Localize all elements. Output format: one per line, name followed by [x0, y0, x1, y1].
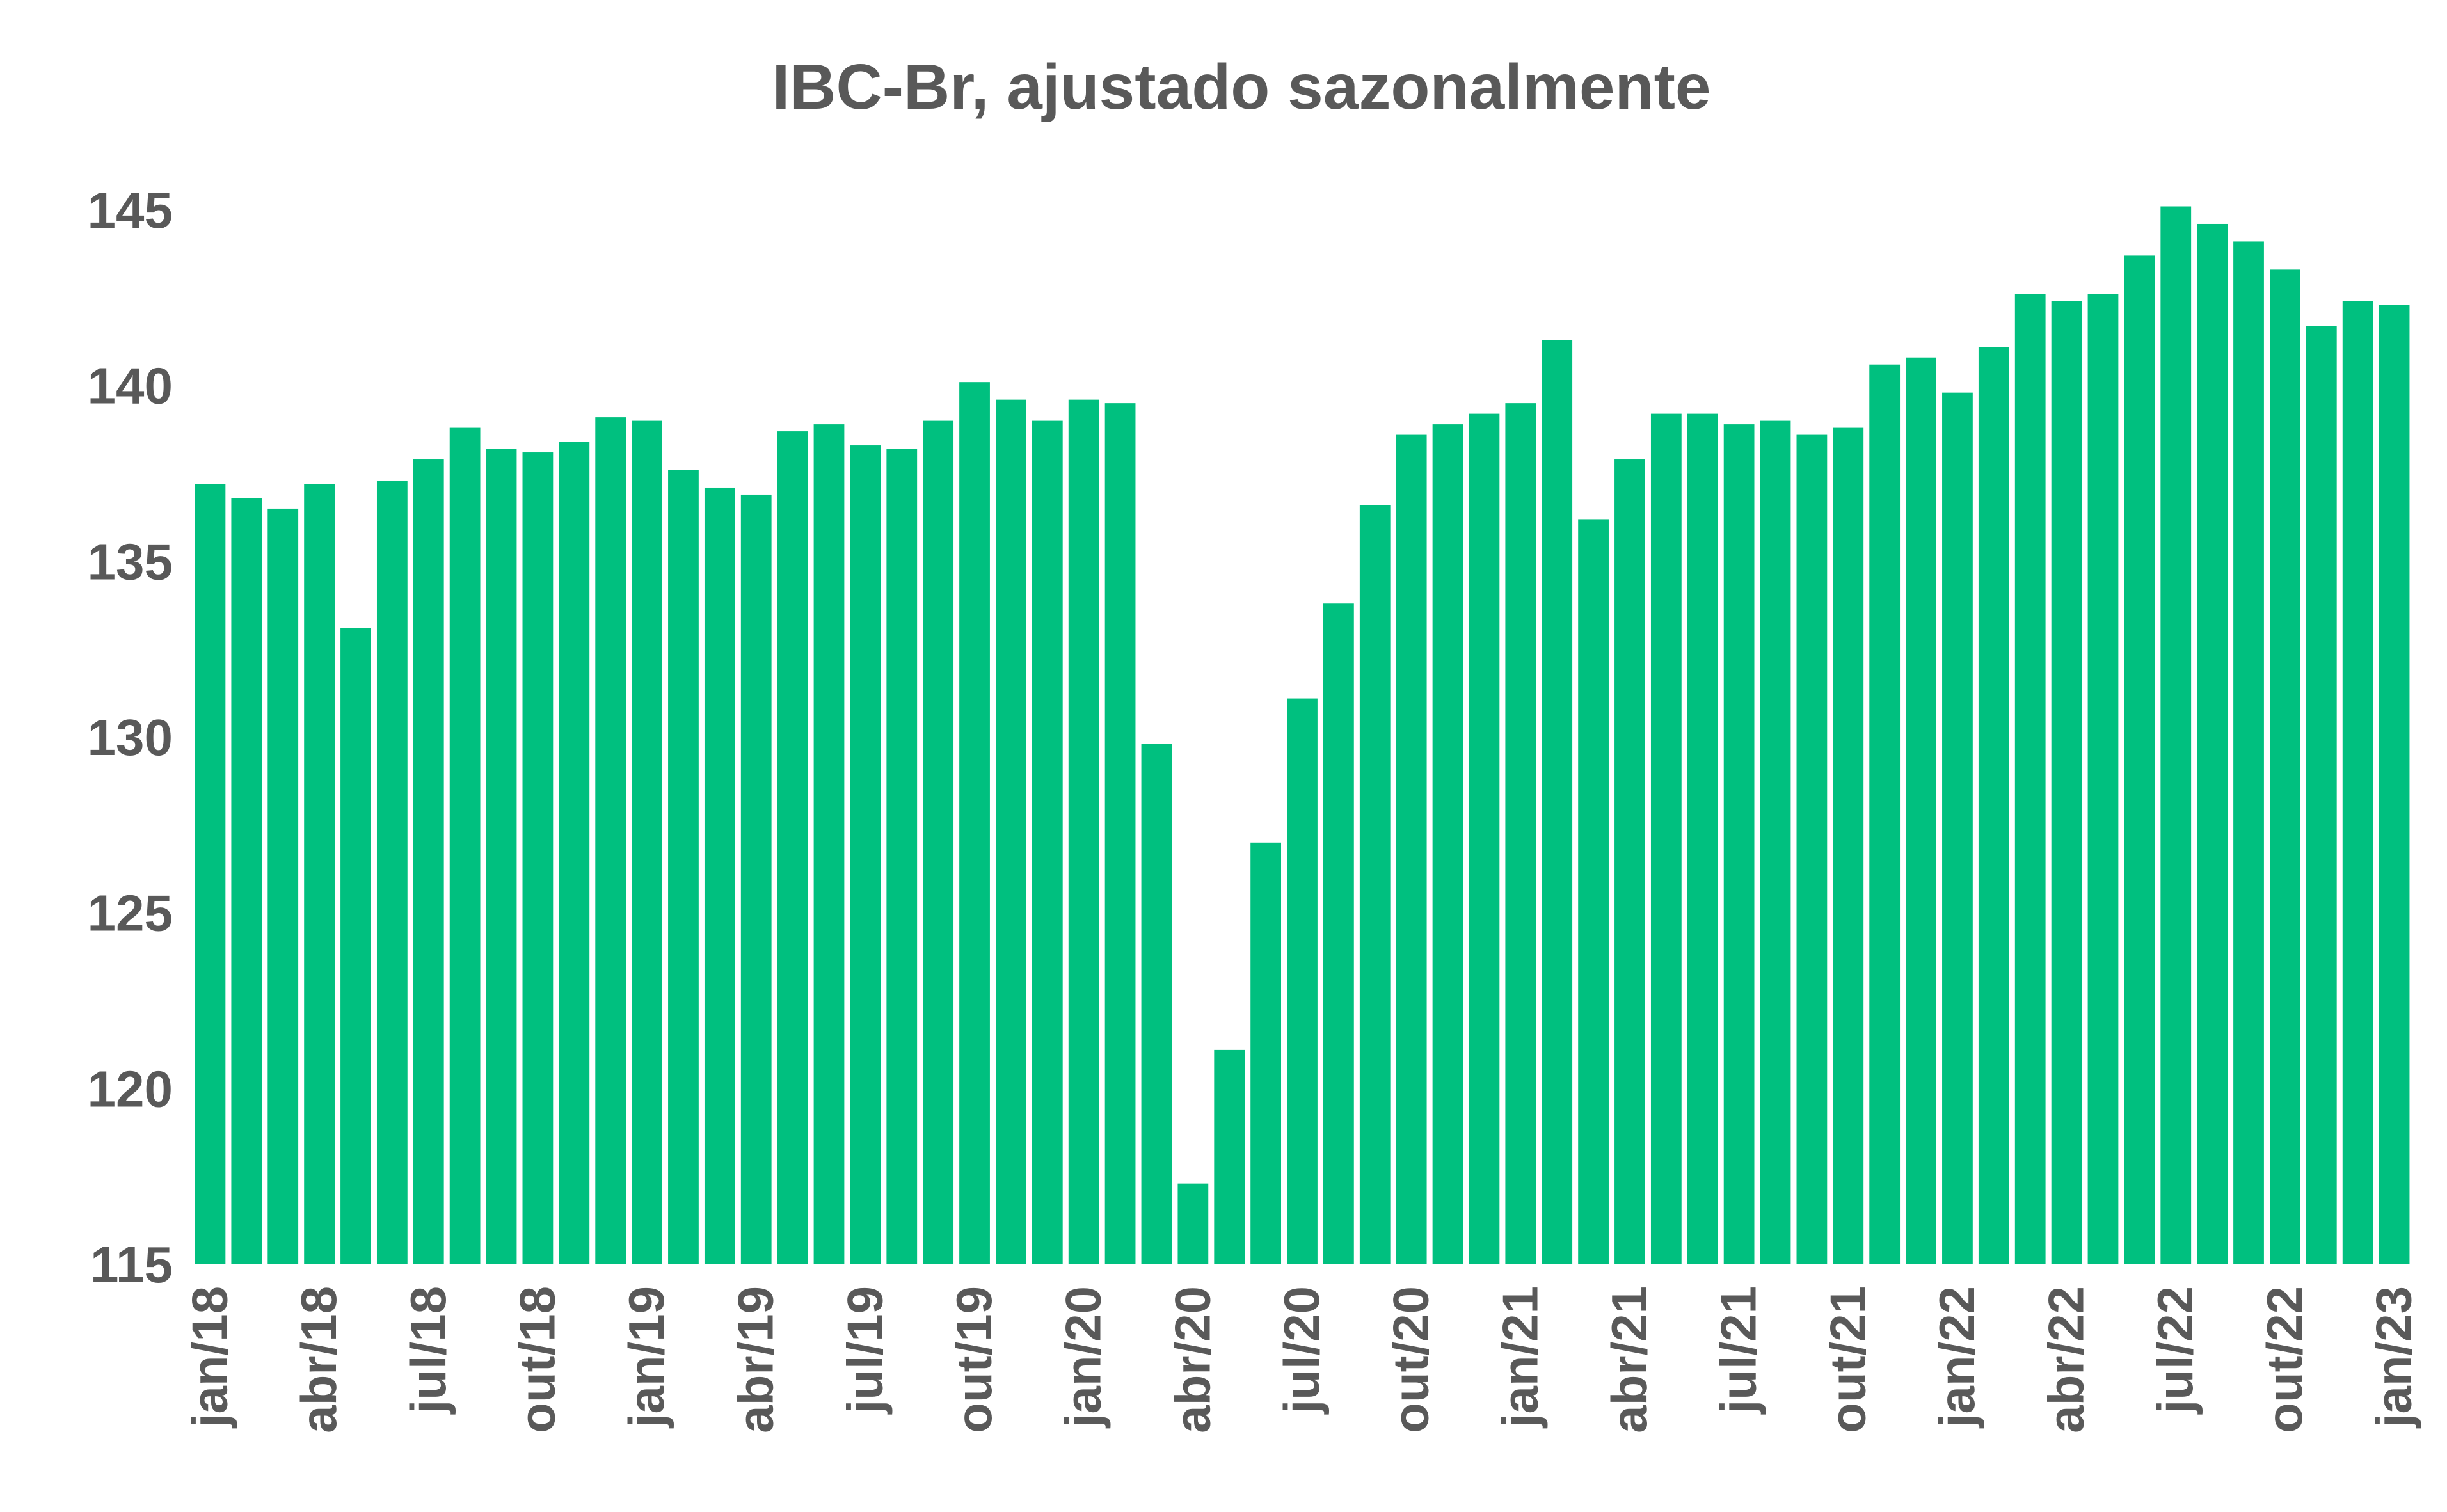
bar-jul-22	[2160, 206, 2192, 1265]
bar-nov-19	[996, 399, 1026, 1264]
bar-set-20	[1359, 505, 1391, 1265]
bar-nov-20	[1432, 424, 1463, 1265]
x-tick-label: out/18	[509, 1286, 565, 1433]
bar-jan-21	[1505, 403, 1536, 1265]
bar-abr-19	[740, 494, 772, 1265]
bar-nov-22	[2306, 326, 2337, 1264]
bar-jul-19	[850, 445, 881, 1264]
bar-mar-20	[1141, 744, 1172, 1264]
bar-jan-20	[1068, 399, 1099, 1264]
bar-dez-22	[2342, 301, 2373, 1264]
bar-mar-22	[2014, 294, 2046, 1265]
y-tick-label: 120	[88, 1060, 173, 1117]
x-tick-label: abr/19	[728, 1286, 784, 1433]
bar-jan-18	[195, 484, 226, 1264]
bar-set-22	[2233, 241, 2264, 1265]
bar-jul-18	[413, 459, 444, 1265]
y-tick-label: 115	[90, 1236, 173, 1293]
bar-dez-19	[1032, 420, 1063, 1264]
bar-mai-19	[777, 431, 808, 1264]
x-axis: jan/18 abr/18 jul/18 out/18 jan/19 abr/19 jul/…	[181, 1286, 2421, 1433]
x-tick-label: out/19	[946, 1286, 1002, 1433]
bar-jan-23	[2379, 305, 2410, 1264]
bars	[195, 206, 2410, 1265]
y-tick-label: 145	[88, 182, 173, 239]
y-tick-label: 135	[88, 533, 173, 590]
bar-dez-20	[1469, 413, 1500, 1265]
bar-mar-18	[267, 508, 299, 1264]
bar-abr-18	[304, 484, 335, 1264]
x-tick-label: jan/20	[1055, 1286, 1112, 1429]
bar-dez-18	[595, 417, 626, 1264]
bar-fev-19	[668, 470, 699, 1265]
x-tick-label: jul/20	[1273, 1286, 1330, 1415]
bar-jun-20	[1250, 842, 1282, 1264]
bar-abr-21	[1614, 459, 1645, 1265]
x-tick-label: abr/18	[291, 1286, 347, 1433]
x-tick-label: out/21	[1819, 1286, 1876, 1433]
bar-set-18	[486, 449, 517, 1265]
bar-fev-22	[1978, 347, 2009, 1264]
x-tick-label: jul/22	[2147, 1286, 2203, 1415]
x-tick-label: jan/23	[2366, 1286, 2422, 1429]
bar-mai-18	[340, 628, 371, 1264]
x-tick-label: abr/20	[1164, 1286, 1220, 1433]
x-tick-label: out/20	[1383, 1286, 1439, 1433]
x-tick-label: abr/21	[1601, 1286, 1657, 1433]
y-axis: 115 120 125 130 135 140 145	[88, 182, 173, 1293]
x-tick-label: jul/19	[836, 1286, 893, 1415]
x-tick-label: jan/18	[181, 1286, 237, 1429]
bar-out-19	[959, 382, 990, 1264]
bar-mar-19	[704, 487, 735, 1264]
bar-set-21	[1796, 434, 1828, 1265]
bar-mai-21	[1650, 413, 1682, 1265]
bar-jul-20	[1287, 698, 1318, 1264]
bar-fev-21	[1542, 340, 1573, 1264]
bar-ago-21	[1760, 420, 1791, 1264]
x-tick-label: jan/19	[618, 1286, 674, 1429]
x-tick-label: jan/21	[1492, 1286, 1548, 1429]
bar-ago-19	[886, 449, 918, 1265]
bar-jun-21	[1687, 413, 1718, 1265]
bar-fev-18	[231, 498, 262, 1264]
bar-ago-18	[449, 427, 481, 1264]
x-tick-label: jan/22	[1929, 1286, 1985, 1429]
bar-mai-22	[2087, 294, 2119, 1265]
bar-nov-21	[1869, 364, 1901, 1264]
bar-mar-21	[1578, 519, 1609, 1264]
bar-set-19	[923, 420, 954, 1264]
x-tick-label: jul/21	[1710, 1286, 1767, 1415]
bar-jun-19	[813, 424, 845, 1265]
y-tick-label: 140	[88, 358, 173, 415]
bar-out-20	[1396, 434, 1427, 1265]
x-tick-label: jul/18	[400, 1286, 456, 1415]
bar-out-21	[1833, 427, 1864, 1264]
bar-fev-20	[1104, 403, 1136, 1265]
bar-ago-22	[2197, 223, 2228, 1264]
bar-jan-19	[632, 420, 662, 1264]
x-tick-label: out/22	[2256, 1286, 2313, 1433]
bar-mai-20	[1214, 1049, 1245, 1264]
bar-jun-18	[376, 480, 408, 1264]
bar-jun-22	[2124, 255, 2155, 1264]
bar-jan-22	[1942, 392, 1973, 1264]
y-tick-label: 130	[88, 709, 173, 766]
bar-abr-22	[2051, 301, 2082, 1264]
bar-out-22	[2270, 269, 2300, 1264]
bar-ago-20	[1323, 603, 1354, 1264]
y-tick-label: 125	[88, 885, 173, 942]
bar-out-18	[522, 452, 554, 1264]
x-tick-label: abr/22	[2038, 1286, 2094, 1433]
bar-abr-20	[1177, 1183, 1209, 1264]
bar-nov-18	[559, 442, 590, 1264]
chart-title: IBC-Br, ajustado sazonalmente	[772, 51, 1711, 123]
bar-dez-21	[1906, 357, 1936, 1264]
bar-jul-21	[1723, 424, 1755, 1265]
